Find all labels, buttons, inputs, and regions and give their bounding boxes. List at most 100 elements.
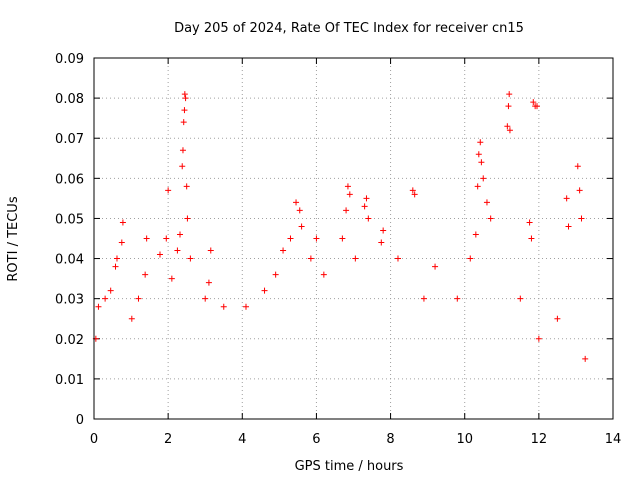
data-point [534, 103, 541, 110]
data-point [478, 159, 485, 166]
data-point [293, 199, 300, 206]
y-tick-label: 0.01 [55, 373, 84, 388]
data-point [409, 187, 416, 194]
y-tick-label: 0.06 [55, 172, 84, 187]
data-point [182, 95, 189, 102]
x-axis-label: GPS time / hours [295, 459, 404, 474]
y-tick-label: 0.02 [55, 333, 84, 348]
data-point [361, 203, 368, 210]
data-point [220, 303, 227, 310]
data-point [183, 183, 190, 190]
data-point [565, 223, 572, 230]
data-point [475, 151, 482, 158]
data-point [480, 175, 487, 182]
y-tick-label: 0 [76, 413, 84, 428]
x-tick-label: 14 [605, 432, 622, 447]
data-point [163, 235, 170, 242]
x-tick-label: 2 [164, 432, 172, 447]
data-point [180, 119, 187, 126]
y-tick-labels: 0 0.01 0.02 0.03 0.04 0.05 0.06 0.07 0.08 0.09 [55, 52, 84, 428]
data-point [280, 247, 287, 254]
data-point [156, 251, 163, 258]
data-point [298, 223, 305, 230]
data-point [420, 295, 427, 302]
data-point [526, 219, 533, 226]
data-point [365, 215, 372, 222]
y-tick-label: 0.09 [55, 52, 84, 67]
data-point [517, 295, 524, 302]
data-point [119, 219, 126, 226]
chart-title: Day 205 of 2024, Rate Of TEC Index for r… [174, 21, 524, 36]
data-point [535, 335, 542, 342]
data-point [506, 127, 513, 134]
y-axis-label: ROTI / TECUs [6, 196, 21, 281]
y-tick-label: 0.08 [55, 92, 84, 107]
data-point [143, 235, 150, 242]
data-point [181, 107, 188, 114]
x-tick-label: 4 [238, 432, 246, 447]
data-point [287, 235, 294, 242]
data-point [487, 215, 494, 222]
data-point [477, 139, 484, 146]
data-point [530, 99, 537, 106]
axis-ticks [93, 57, 614, 420]
data-point [242, 303, 249, 310]
data-point [504, 123, 511, 130]
data-point [563, 195, 570, 202]
data-point [506, 91, 513, 98]
data-point [454, 295, 461, 302]
data-point [179, 147, 186, 154]
data-point [528, 235, 535, 242]
data-point [112, 263, 119, 270]
y-tick-label: 0.04 [55, 253, 84, 268]
data-point [165, 187, 172, 194]
y-tick-label: 0.05 [55, 212, 84, 227]
data-point [380, 227, 387, 234]
data-point [205, 279, 212, 286]
data-point [187, 255, 194, 262]
data-point [394, 255, 401, 262]
data-point [181, 91, 188, 98]
data-point [343, 207, 350, 214]
data-point [142, 271, 149, 278]
data-point [411, 191, 418, 198]
data-point [95, 303, 102, 310]
data-point [168, 275, 175, 282]
data-point [574, 163, 581, 170]
data-point [179, 163, 186, 170]
data-point [174, 247, 181, 254]
x-tick-label: 6 [312, 432, 320, 447]
data-point [378, 239, 385, 246]
data-point [578, 215, 585, 222]
data-point [582, 355, 589, 362]
data-point [554, 315, 561, 322]
data-point [344, 183, 351, 190]
data-point [184, 215, 191, 222]
data-point [363, 195, 370, 202]
data-point [128, 315, 135, 322]
x-tick-labels: 0 2 4 6 8 10 12 14 [90, 432, 621, 447]
grid-lines [94, 58, 613, 419]
x-tick-label: 8 [386, 432, 394, 447]
data-point [320, 271, 327, 278]
data-point [202, 295, 209, 302]
x-tick-label: 0 [90, 432, 98, 447]
data-point [576, 187, 583, 194]
y-tick-label: 0.03 [55, 293, 84, 308]
data-point [307, 255, 314, 262]
data-point [113, 255, 120, 262]
data-point [261, 287, 268, 294]
data-point [432, 263, 439, 270]
data-point [207, 247, 214, 254]
x-tick-label: 12 [531, 432, 548, 447]
x-tick-label: 10 [456, 432, 473, 447]
data-point [467, 255, 474, 262]
data-point [177, 231, 184, 238]
data-point [339, 235, 346, 242]
data-point [472, 231, 479, 238]
data-point [313, 235, 320, 242]
data-point [483, 199, 490, 206]
data-point [296, 207, 303, 214]
data-point [346, 191, 353, 198]
